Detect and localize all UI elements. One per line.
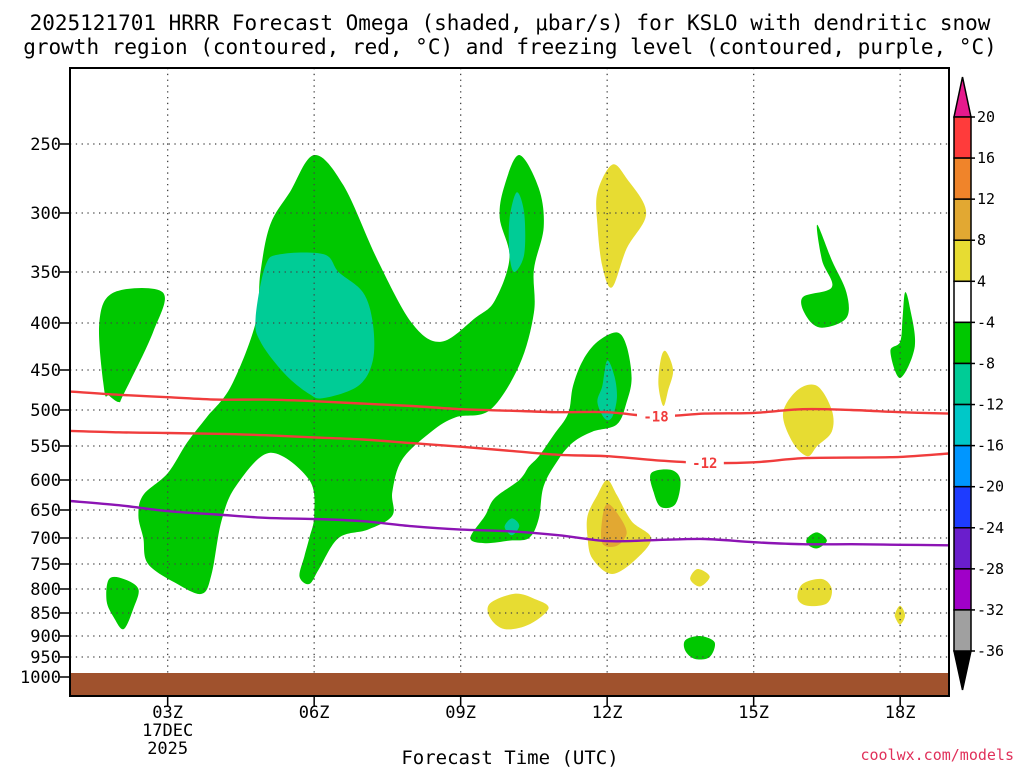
- x-tick-label-03Z: 03Z: [152, 703, 183, 723]
- y-tick-label-700: 700: [30, 529, 61, 549]
- x-tick-label-15Z: 15Z: [738, 703, 769, 723]
- colorbar-bin-12: [953, 609, 972, 652]
- y-tick-label-850: 850: [30, 604, 61, 624]
- y-tick-label-900: 900: [30, 627, 61, 647]
- contour-label-bg-0: [637, 407, 675, 426]
- y-tick-label-350: 350: [30, 263, 61, 283]
- ground-fill: [70, 673, 949, 696]
- colorbar-bin-7: [953, 403, 972, 447]
- omega-region-11: [106, 576, 139, 630]
- contour-label-0: -18: [643, 409, 668, 425]
- x-tick-date-0: 17DEC: [142, 721, 193, 741]
- y-tick-label-500: 500: [30, 401, 61, 421]
- colorbar-label-8: -16: [977, 437, 1004, 455]
- contour-label-1: -12: [692, 456, 717, 472]
- y-tick-label-450: 450: [30, 361, 61, 381]
- colorbar-label-1: 16: [977, 149, 995, 167]
- omega-region-7: [650, 469, 681, 509]
- y-tick-label-400: 400: [30, 314, 61, 334]
- omega-region-12: [683, 635, 716, 660]
- y-tick-label-600: 600: [30, 471, 61, 491]
- omega-region-4: [470, 332, 632, 544]
- colorbar-label-2: 12: [977, 190, 995, 208]
- colorbar-label-6: -8: [977, 354, 995, 372]
- omega-region-18: [797, 578, 832, 607]
- colorbar-label-10: -24: [977, 519, 1004, 537]
- colorbar-bin-10: [953, 527, 972, 570]
- omega-region-14: [658, 350, 674, 407]
- colorbar-label-0: 20: [977, 108, 995, 126]
- omega-region-13: [596, 164, 647, 288]
- colorbar-bin-5: [953, 321, 972, 365]
- y-tick-label-550: 550: [30, 437, 61, 457]
- colorbar-bin-8: [953, 444, 972, 488]
- y-tick-label-300: 300: [30, 204, 61, 224]
- y-axis-pressure: 250 300 350 400 450 500 550 600 650 700 750 800 850 9…: [20, 135, 70, 688]
- y-tick-label-800: 800: [30, 580, 61, 600]
- contour-line-2: [69, 499, 950, 547]
- contour-line-0: [69, 390, 950, 418]
- colorbar-label-13: -36: [977, 642, 1004, 660]
- colorbar-bin-6: [953, 362, 972, 406]
- colorbar-bin-11: [953, 568, 972, 611]
- colorbar-label-12: -32: [977, 601, 1004, 619]
- x-tick-label-06Z: 06Z: [299, 703, 330, 723]
- colorbar-arrow-top: [953, 76, 972, 118]
- colorbar-label-4: 4: [977, 272, 986, 290]
- plot-frame: [69, 67, 950, 697]
- colorbar-label-11: -28: [977, 560, 1004, 578]
- colorbar-bin-1: [953, 157, 972, 200]
- omega-region-2: [255, 252, 375, 399]
- y-tick-label-1000: 1000: [20, 668, 61, 688]
- omega-region-8: [801, 224, 849, 328]
- x-axis-title: Forecast Time (UTC): [401, 747, 618, 768]
- y-tick-label-750: 750: [30, 555, 61, 575]
- y-tick-label-950: 950: [30, 648, 61, 668]
- x-tick-label-09Z: 09Z: [445, 703, 476, 723]
- x-tick-date-1: 2025: [147, 739, 188, 759]
- colorbar-label-7: -12: [977, 396, 1004, 414]
- omega-region-21: [894, 605, 906, 625]
- colorbar-arrow-bottom: [953, 650, 972, 691]
- x-tick-label-18Z: 18Z: [885, 703, 916, 723]
- colorbar-bin-9: [953, 485, 972, 529]
- colorbar-bin-4: [953, 280, 972, 324]
- y-tick-label-250: 250: [30, 135, 61, 155]
- colorbar-label-3: 8: [977, 231, 986, 249]
- omega-region-20: [487, 593, 549, 630]
- plot-grid: [70, 68, 949, 696]
- chart-title-line-2: growth region (contoured, red, °C) and f…: [23, 35, 997, 59]
- x-tick-label-12Z: 12Z: [592, 703, 623, 723]
- colorbar-bin-2: [953, 198, 972, 241]
- omega-region-3: [508, 192, 526, 272]
- colorbar-label-9: -20: [977, 478, 1004, 496]
- omega-region-19: [690, 568, 710, 587]
- colorbar-bin-3: [953, 239, 972, 283]
- colorbar: 20 16 12 8 4 -4 -8 -12 -16 -20 -24 -28 -32 -36: [953, 76, 1004, 691]
- colorbar-label-5: -4: [977, 313, 995, 331]
- credit-text: coolwx.com/models: [860, 746, 1014, 764]
- y-tick-label-650: 650: [30, 501, 61, 521]
- plot-area: [98, 154, 916, 660]
- ground-terrain: [70, 673, 949, 696]
- colorbar-bin-0: [953, 116, 972, 159]
- omega-region-17: [782, 384, 834, 457]
- contour-line-1: [69, 429, 950, 465]
- temperature-contours: -18 -12: [69, 390, 950, 547]
- omega-region-5: [597, 360, 617, 421]
- omega-region-0: [98, 287, 165, 403]
- contour-label-bg-1: [685, 454, 724, 472]
- chart-title-line-1: 2025121701 HRRR Forecast Omega (shaded, …: [30, 11, 991, 35]
- omega-region-10: [806, 532, 827, 549]
- omega-region-9: [890, 292, 916, 379]
